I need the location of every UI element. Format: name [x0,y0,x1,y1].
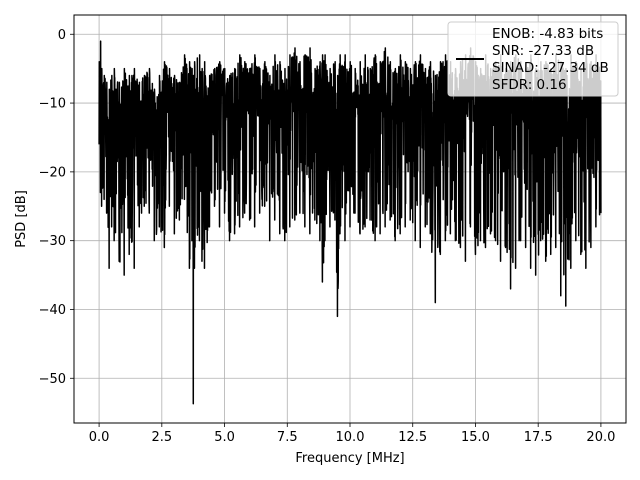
x-tick-label: 2.5 [151,430,172,445]
x-axis-ticks: 0.0 2.5 5.0 7.5 10.0 12.5 15.0 17.5 20.0 [89,423,615,445]
x-tick-label: 17.5 [524,430,553,445]
y-tick-label: −20 [39,165,66,180]
y-tick-label: −50 [39,372,66,387]
data-layer [98,40,602,405]
y-tick-label: −30 [39,234,66,249]
x-axis-label: Frequency [MHz] [295,451,404,466]
x-tick-label: 20.0 [586,430,615,445]
y-axis-ticks: 0 −10 −20 −30 −40 −50 [39,28,74,387]
y-tick-label: −40 [39,303,66,318]
y-axis-label: PSD [dB] [14,190,29,248]
x-tick-label: 15.0 [461,430,490,445]
y-tick-label: −10 [39,97,66,112]
x-tick-label: 12.5 [398,430,427,445]
legend: ENOB: -4.83 bits SNR: -27.33 dB SINAD: -… [447,21,619,97]
legend-entry-snr: SNR: -27.33 dB [492,43,594,59]
legend-entry-sinad: SINAD: -27.34 dB [492,60,609,76]
x-tick-label: 0.0 [89,430,110,445]
y-tick-label: 0 [58,28,66,43]
x-tick-label: 7.5 [277,430,298,445]
legend-entry-sfdr: SFDR: 0.16 [492,77,567,93]
legend-entry-enob: ENOB: -4.83 bits [492,26,603,42]
psd-series-line [98,40,602,405]
x-tick-label: 5.0 [214,430,235,445]
x-tick-label: 10.0 [336,430,365,445]
legend-box [447,21,619,97]
